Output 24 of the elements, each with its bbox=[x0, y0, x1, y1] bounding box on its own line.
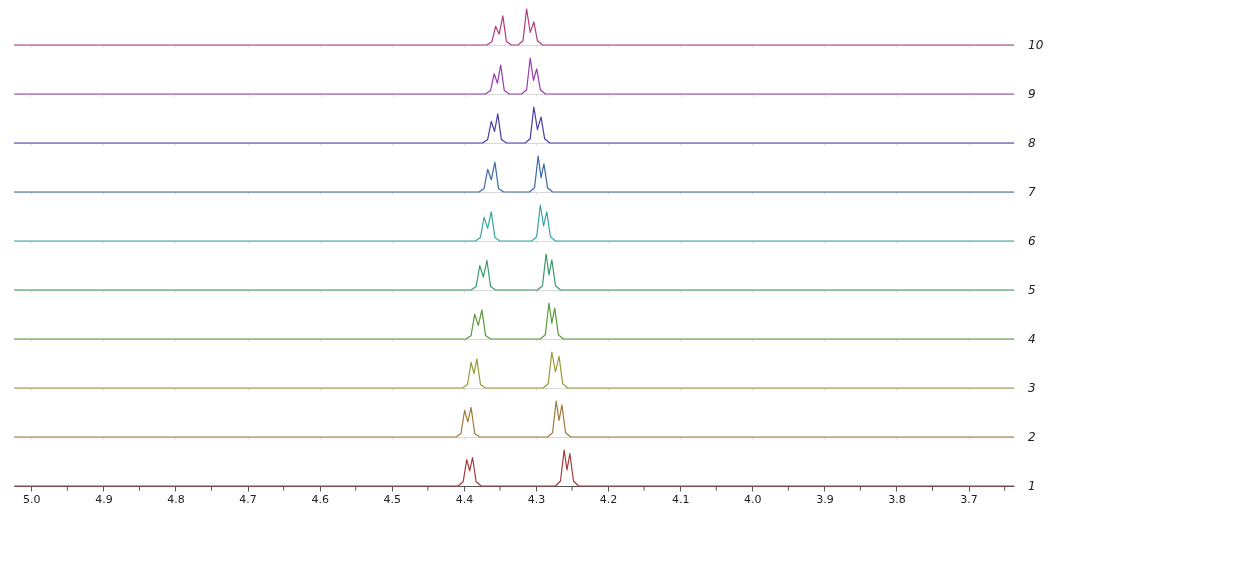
series-label: 6 bbox=[1028, 234, 1036, 248]
x-tick-label: 4.7 bbox=[239, 492, 257, 506]
series-label: 5 bbox=[1028, 283, 1036, 297]
x-tick-label: 4.8 bbox=[167, 492, 185, 506]
x-tick-label: 3.7 bbox=[960, 492, 978, 506]
x-tick-label: 4.6 bbox=[311, 492, 329, 506]
x-tick-label: 3.9 bbox=[816, 492, 834, 506]
x-tick-label: 4.5 bbox=[383, 492, 402, 506]
series-label: 3 bbox=[1028, 381, 1036, 395]
x-tick-label: 4.0 bbox=[744, 492, 762, 506]
x-tick-label: 4.2 bbox=[599, 492, 618, 506]
series-label: 7 bbox=[1028, 185, 1036, 199]
x-tick-label: 4.1 bbox=[671, 492, 690, 506]
series-label: 8 bbox=[1028, 136, 1036, 150]
series-label: 1 bbox=[1028, 479, 1036, 493]
x-tick-label: 4.3 bbox=[527, 492, 546, 506]
x-tick-label: 4.4 bbox=[455, 492, 474, 506]
series-label: 9 bbox=[1028, 87, 1036, 101]
x-tick-label: 3.8 bbox=[888, 492, 906, 506]
series-label: 4 bbox=[1028, 332, 1036, 346]
series-label: 10 bbox=[1028, 38, 1044, 52]
x-tick-label: 5.0 bbox=[23, 492, 41, 506]
series-label: 2 bbox=[1028, 430, 1036, 444]
x-tick-label: 4.9 bbox=[95, 492, 113, 506]
